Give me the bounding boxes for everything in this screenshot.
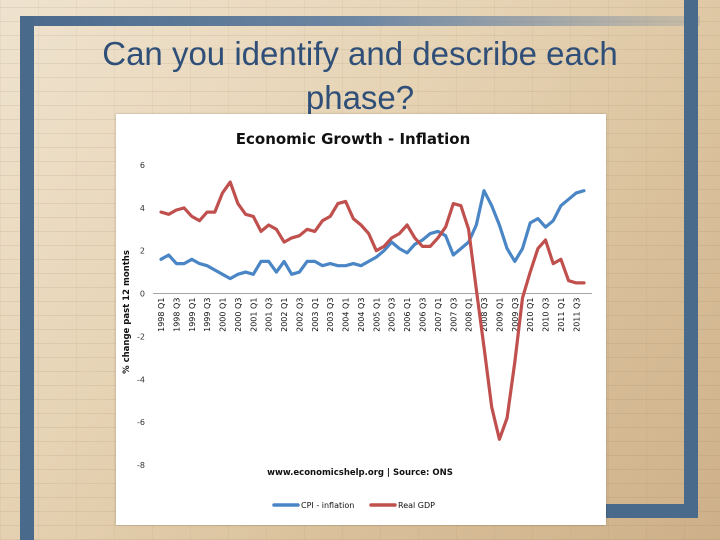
x-tick-label: 2007 Q3	[449, 298, 458, 332]
x-tick-label: 2008 Q1	[465, 298, 474, 332]
chart-svg: Economic Growth - Inflation % change pas…	[122, 130, 592, 510]
frame-top-bar	[20, 16, 700, 26]
legend-label: Real GDP	[398, 501, 435, 510]
frame-bottom-bar	[596, 504, 698, 518]
x-tick-label: 1999 Q1	[188, 298, 197, 332]
x-tick-label: 2004 Q3	[357, 298, 366, 332]
y-tick-label: 4	[140, 204, 145, 213]
x-tick-label: 2002 Q3	[295, 298, 304, 332]
x-tick-label: 2010 Q3	[542, 298, 551, 332]
y-tick-label: -4	[137, 375, 145, 384]
y-tick-label: -8	[137, 461, 145, 470]
x-tick-label: 2006 Q1	[403, 298, 412, 332]
x-tick-label: 2011 Q3	[572, 298, 581, 332]
y-tick-label: -2	[137, 332, 145, 341]
x-tick-label: 2011 Q1	[557, 298, 566, 332]
y-tick-label: -6	[137, 418, 145, 427]
frame-left-bar	[20, 16, 34, 540]
x-tick-label: 2003 Q1	[311, 298, 320, 332]
chart-title: Economic Growth - Inflation	[236, 130, 471, 148]
y-tick-label: 0	[140, 290, 145, 299]
x-tick-label: 2004 Q1	[342, 298, 351, 332]
series-line-real-gdp	[159, 180, 586, 441]
legend-label: CPI - inflation	[301, 501, 354, 510]
x-tick-label: 2005 Q1	[372, 298, 381, 332]
y-tick-label: 2	[140, 247, 145, 256]
x-tick-label: 2001 Q1	[249, 298, 258, 332]
x-tick-label: 2000 Q1	[219, 298, 228, 332]
x-tick-label: 2007 Q1	[434, 298, 443, 332]
x-tick-label: 1998 Q3	[172, 298, 181, 332]
x-tick-label: 2005 Q3	[388, 298, 397, 332]
slide-title: Can you identify and describe each phase…	[102, 35, 618, 116]
y-tick-label: 6	[140, 161, 145, 170]
series-lines	[159, 180, 586, 441]
frame-right-bar	[684, 0, 698, 518]
x-tick-label: 2000 Q3	[234, 298, 243, 332]
x-tick-label: 2009 Q1	[495, 298, 504, 332]
x-tick-label: 2008 Q3	[480, 298, 489, 332]
y-axis-label: % change past 12 months	[122, 250, 132, 374]
x-tick-label: 2002 Q1	[280, 298, 289, 332]
x-tick-label: 2006 Q3	[418, 298, 427, 332]
y-ticks: 6 4 2 0 -2 -4 -6 -8	[137, 161, 145, 470]
x-tick-label: 2009 Q3	[511, 298, 520, 332]
series-line-cpi-inflation	[159, 189, 586, 281]
chart-card: Economic Growth - Inflation % change pas…	[116, 114, 606, 525]
x-tick-label: 2001 Q3	[265, 298, 274, 332]
x-tick-label: 1998 Q1	[157, 298, 166, 332]
source-note: www.economicshelp.org | Source: ONS	[267, 468, 453, 478]
x-tick-label: 1999 Q3	[203, 298, 212, 332]
x-tick-label: 2003 Q3	[326, 298, 335, 332]
x-ticks: 1998 Q1 1998 Q3 1999 Q1 1999 Q3 2000 Q1 2000 …	[157, 298, 581, 332]
x-tick-label: 2010 Q1	[526, 298, 535, 332]
legend: CPI - inflation Real GDP	[272, 501, 435, 510]
